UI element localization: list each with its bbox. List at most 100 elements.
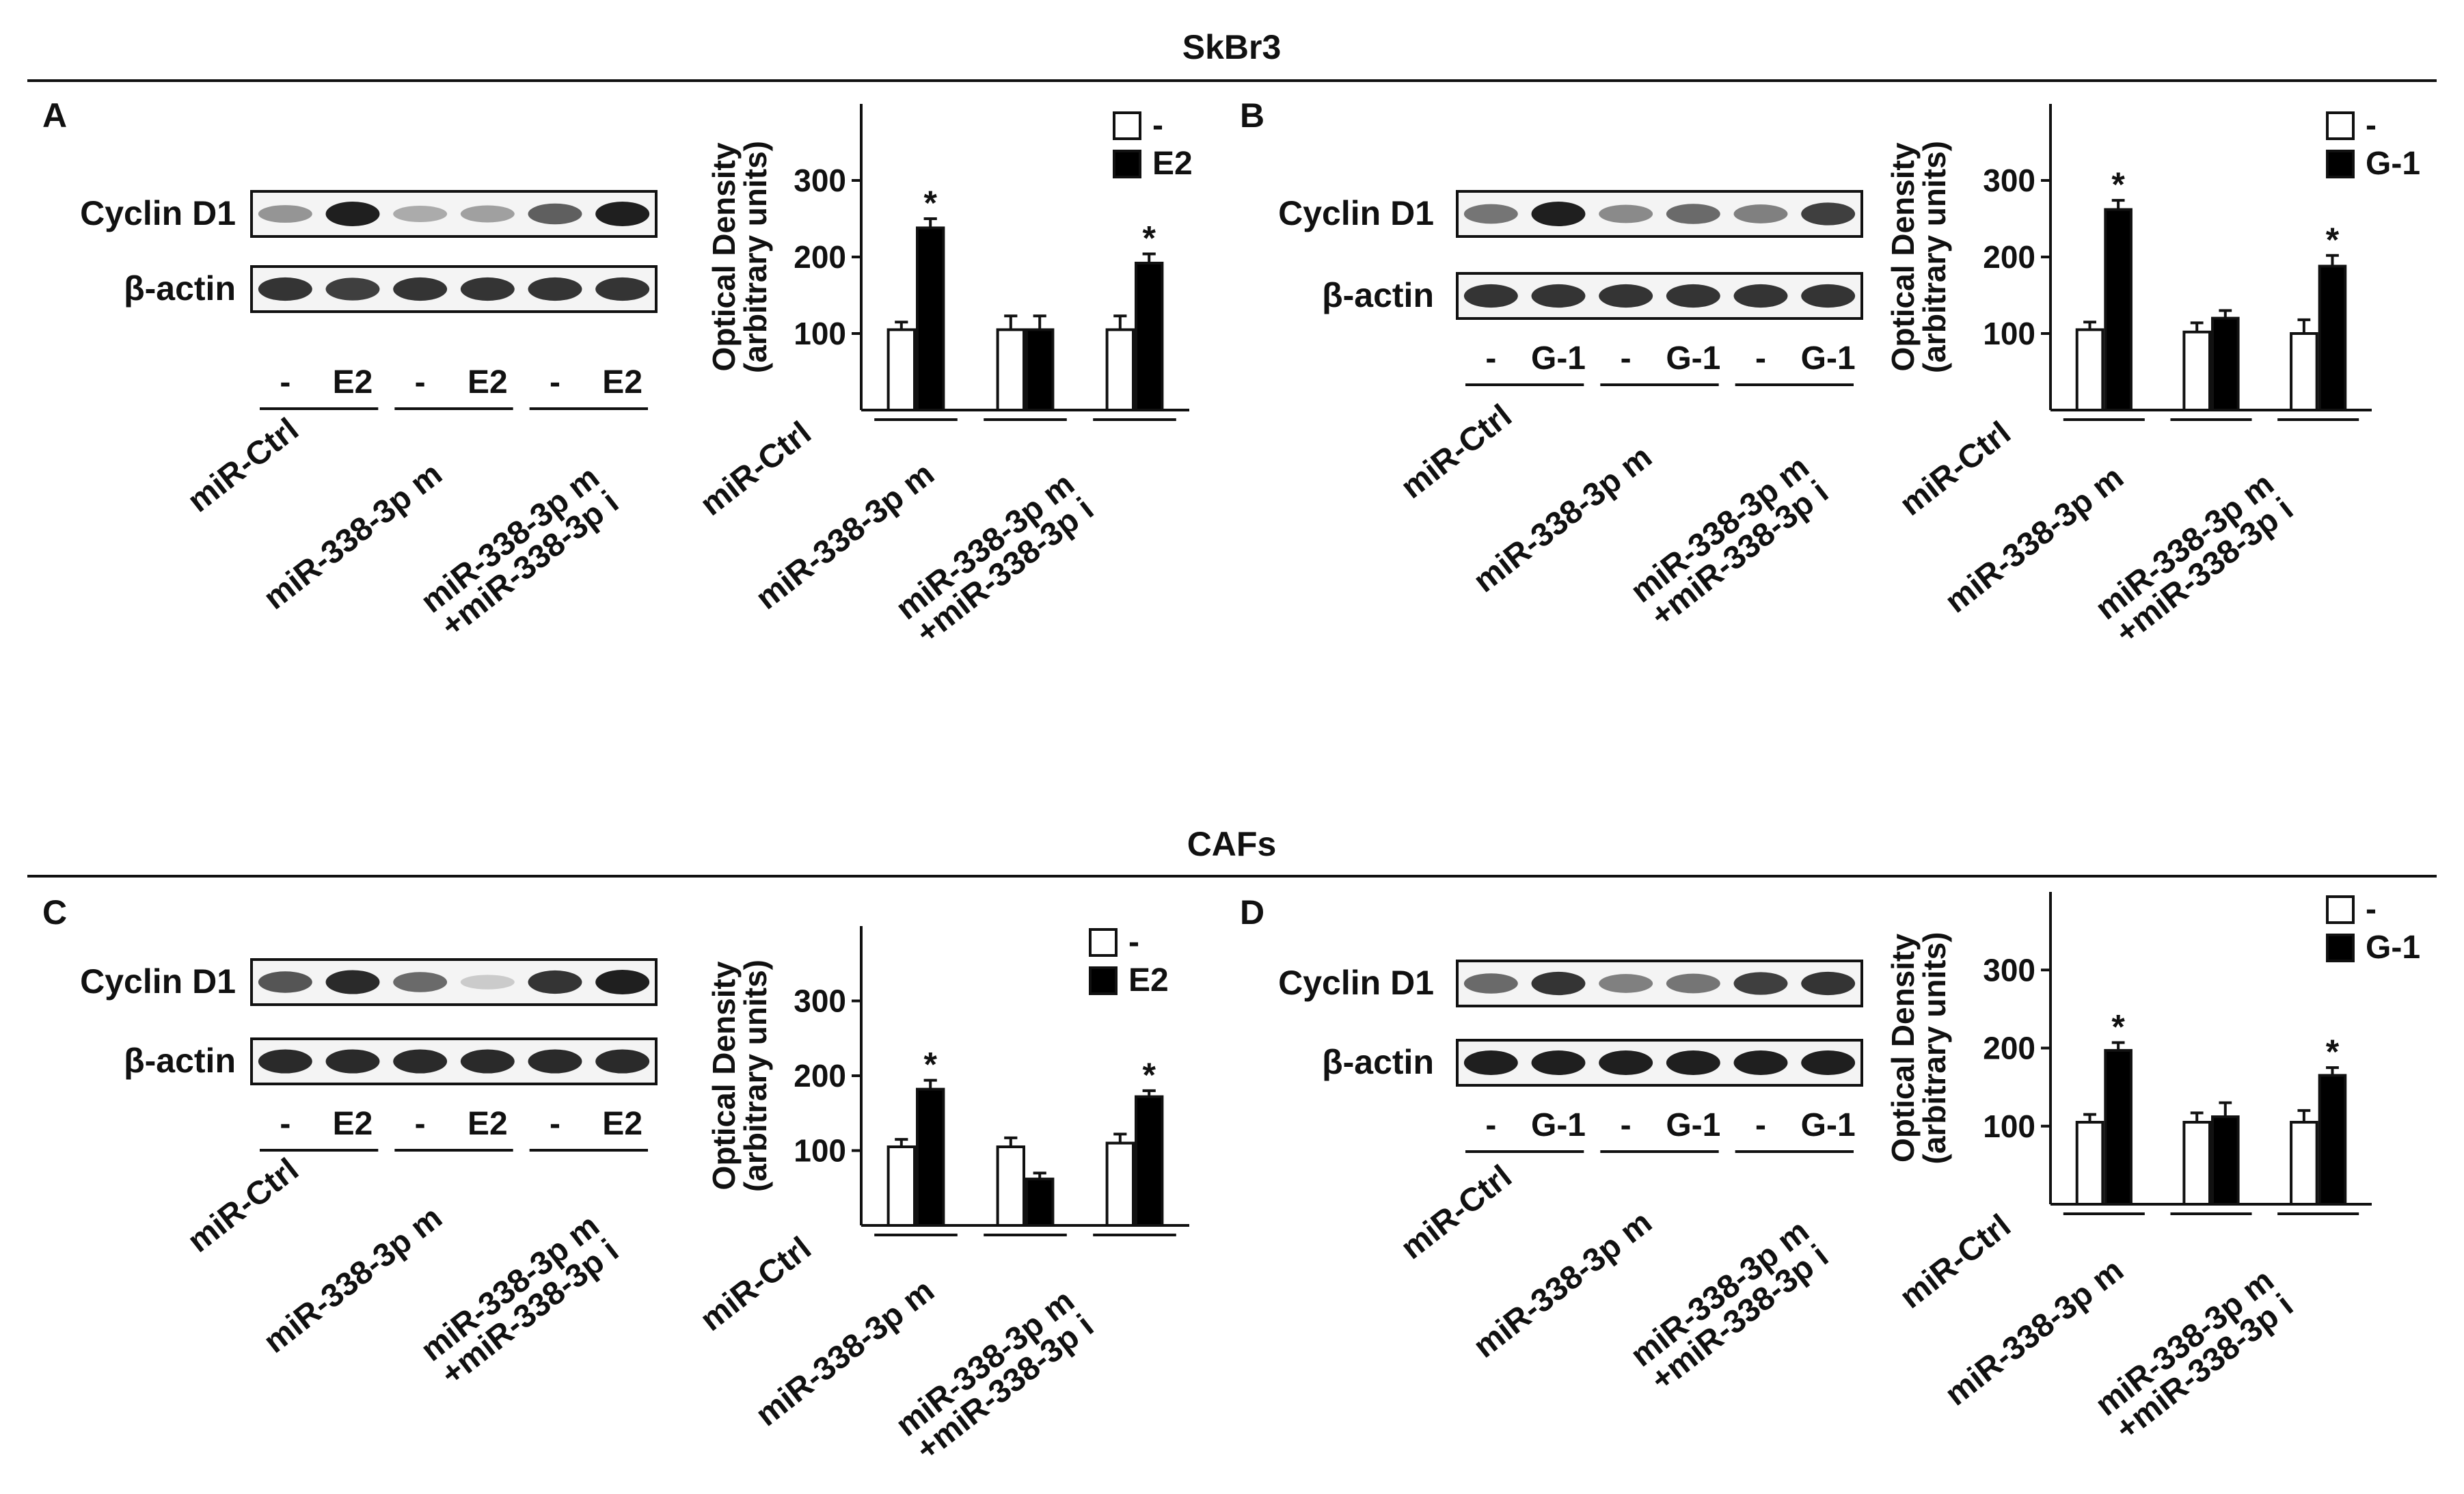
bar [2104,208,2133,411]
actin-blot-frame [250,265,658,313]
category-label: miR-Ctrl [694,415,818,523]
actin-band [1733,1050,1788,1076]
bar [916,1087,945,1227]
bar-chart-b: 100 200 300 Optical Density(arbitrary units… [1885,104,2420,651]
bar [2318,1074,2347,1206]
actin-band [1801,1050,1856,1076]
cyclin-band [595,969,650,995]
y-tick-label: 200 [794,239,846,275]
cyclin-band [1733,204,1788,223]
category-label: miR-Ctrl [694,1230,818,1338]
lane-label: G-1 [1801,1107,1856,1143]
legend-swatch [2326,895,2355,924]
bar [2290,332,2318,411]
y-tick-label: 100 [794,316,846,351]
category-label-line: miR-Ctrl [694,1230,818,1338]
bar [996,1145,1025,1227]
cyclin-band [1666,204,1720,224]
cyclin-band [460,205,515,223]
cyclin-band [258,205,312,223]
cyclin-d1-label: Cyclin D1 [80,194,236,232]
cyclin-band [393,972,448,992]
group-label-line: miR-338-3p m [1467,439,1659,600]
actin-band [1463,1050,1518,1076]
legend-label: G-1 [2366,146,2420,182]
y-axis-label-line: Optical Density [706,961,742,1190]
legend-label: E2 [1128,962,1169,999]
bar [1135,1095,1164,1227]
legend-label: - [2366,107,2377,144]
legend-label: - [2366,891,2377,927]
y-tick-label: 200 [1983,1031,2035,1066]
actin-band [258,277,312,301]
panel-letter-d: D [1240,893,1264,932]
category-label-line: miR-Ctrl [1893,1208,2018,1316]
cyclin-blot-frame [1456,960,1863,1007]
group-label: miR-Ctrl [181,411,306,519]
lane-label: - [550,364,560,400]
actin-band [595,1049,650,1074]
legend-swatch [2326,111,2355,140]
group-label: miR-338-3p m+miR-338-3p i [414,459,625,645]
group-label-line: miR-Ctrl [1394,398,1519,506]
beta-actin-label: β-actin [1322,276,1434,314]
group-label: miR-Ctrl [1394,1158,1519,1266]
y-axis-label-line: Optical Density [1885,142,1921,371]
category-label: miR-Ctrl [1893,1208,2018,1316]
legend-swatch [2326,150,2355,178]
cyclin-band [1801,202,1856,226]
bar [1105,1141,1135,1227]
cyclin-band [325,970,380,994]
y-axis-label-line: (arbitrary units) [737,960,773,1192]
lane-label: G-1 [1531,1107,1586,1143]
cyclin-d1-label: Cyclin D1 [1278,194,1434,232]
lane-label: - [1755,1107,1766,1143]
bar-chart-d: 100 200 300 Optical Density(arbitrary units… [1885,891,2420,1448]
actin-band [1666,284,1720,308]
bar [2211,1115,2240,1206]
cyclin-band [1531,201,1586,227]
lane-label: E2 [333,364,373,400]
section-title-cafs: CAFs [1187,825,1277,863]
cyclin-band [1599,974,1653,993]
cyclin-blot-frame [250,190,658,238]
actin-blot-frame [1456,272,1863,320]
y-axis-label: Optical Density(arbitrary units) [706,141,773,373]
bar [2290,1121,2318,1206]
lane-label: E2 [602,1106,642,1142]
western-blot-d: Cyclin D1β-actin- G-1- G-1- G-1miR-CtrlmiR-… [1278,960,1863,1398]
lane-label: G-1 [1666,340,1720,377]
actin-band [393,277,448,301]
legend-swatch [2326,934,2355,962]
group-label-line: miR-Ctrl [181,411,306,519]
cyclin-band [1733,972,1788,995]
y-tick-label: 300 [1983,952,2035,988]
lane-label: - [1755,340,1766,377]
lane-label: - [415,1106,426,1142]
cyclin-band [1599,204,1653,223]
western-blot-b: Cyclin D1β-actin- G-1- G-1- G-1miR-CtrlmiR-… [1278,190,1863,635]
y-axis-label-line: Optical Density [1885,934,1921,1163]
cyclin-d1-label: Cyclin D1 [1278,964,1434,1002]
y-tick-label: 100 [1983,316,2035,351]
actin-band [1599,284,1653,308]
lane-label: - [1621,1107,1632,1143]
lane-label: - [550,1106,560,1142]
cyclin-blot-frame [1456,190,1863,238]
bar [2075,1121,2104,1206]
significance-marker: * [2326,1033,2340,1071]
cyclin-band [460,975,515,990]
y-tick-label: 100 [794,1133,846,1169]
legend-label: G-1 [2366,929,2420,966]
western-blot-a: Cyclin D1 β-actin - E2 - E2 - E2 miR-Ctrl miR-338… [80,190,658,645]
bar [2182,330,2211,412]
group-label-line: miR-Ctrl [1394,1158,1519,1266]
panel-letter-c: C [42,893,67,932]
y-tick-label: 200 [794,1058,846,1094]
actin-band [1801,284,1856,308]
cyclin-band [393,205,448,223]
group-label: miR-338-3p m+miR-338-3p i [1624,449,1835,635]
cyclin-band [1531,971,1586,996]
actin-band [393,1049,448,1074]
legend-swatch [1089,928,1118,957]
